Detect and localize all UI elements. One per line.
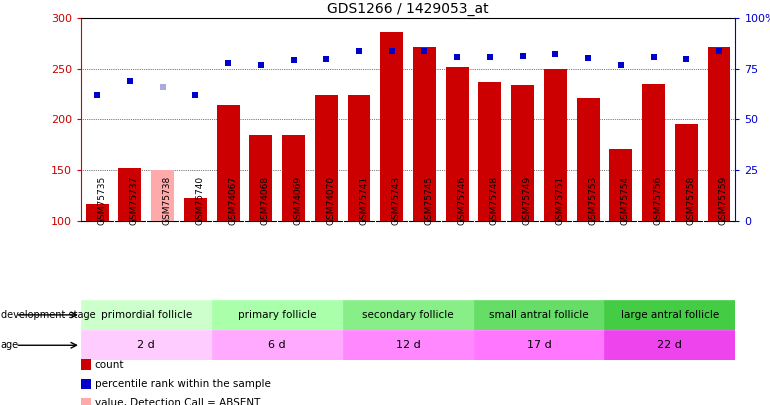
Bar	[511, 85, 534, 221]
Bar	[151, 170, 174, 221]
Text: GSM75741: GSM75741	[359, 175, 368, 225]
Text: GSM75751: GSM75751	[555, 175, 564, 225]
Bar	[315, 95, 338, 221]
Bar	[347, 95, 370, 221]
Text: GSM75753: GSM75753	[588, 175, 597, 225]
Text: GSM75738: GSM75738	[162, 175, 172, 225]
Text: GSM74069: GSM74069	[293, 175, 303, 225]
Text: GSM75759: GSM75759	[719, 175, 728, 225]
Bar	[343, 300, 474, 330]
Bar	[119, 168, 142, 221]
Bar	[85, 203, 109, 221]
Bar	[212, 300, 343, 330]
Text: GSM75735: GSM75735	[97, 175, 106, 225]
Bar	[478, 82, 501, 221]
Text: count: count	[95, 360, 124, 369]
Text: small antral follicle: small antral follicle	[489, 310, 589, 320]
Text: GSM74070: GSM74070	[326, 175, 335, 225]
Bar	[212, 330, 343, 360]
Bar	[184, 198, 207, 221]
Bar	[380, 32, 403, 221]
Text: value, Detection Call = ABSENT: value, Detection Call = ABSENT	[95, 399, 260, 405]
Text: GSM75745: GSM75745	[424, 175, 434, 225]
Bar	[609, 149, 632, 221]
Bar	[474, 300, 604, 330]
Text: 17 d: 17 d	[527, 340, 551, 350]
Text: GSM75749: GSM75749	[523, 175, 531, 225]
Text: GSM75758: GSM75758	[686, 175, 695, 225]
Text: GSM75754: GSM75754	[621, 175, 630, 225]
Text: GSM75740: GSM75740	[196, 175, 204, 225]
Bar	[675, 124, 698, 221]
Text: large antral follicle: large antral follicle	[621, 310, 719, 320]
Text: GSM74068: GSM74068	[261, 175, 270, 225]
Text: percentile rank within the sample: percentile rank within the sample	[95, 379, 270, 389]
Text: GSM75748: GSM75748	[490, 175, 499, 225]
Bar	[604, 330, 735, 360]
Bar	[474, 330, 604, 360]
Bar	[577, 98, 600, 221]
Bar	[343, 330, 474, 360]
Text: GSM75737: GSM75737	[130, 175, 139, 225]
Text: primary follicle: primary follicle	[238, 310, 316, 320]
Text: secondary follicle: secondary follicle	[363, 310, 454, 320]
Title: GDS1266 / 1429053_at: GDS1266 / 1429053_at	[327, 2, 489, 16]
Text: age: age	[1, 340, 19, 350]
Bar	[249, 134, 273, 221]
Bar	[81, 330, 212, 360]
Text: GSM75746: GSM75746	[457, 175, 466, 225]
Text: 12 d: 12 d	[396, 340, 420, 350]
Text: GSM75743: GSM75743	[392, 175, 400, 225]
Text: 2 d: 2 d	[137, 340, 156, 350]
Text: 6 d: 6 d	[269, 340, 286, 350]
Text: primordial follicle: primordial follicle	[101, 310, 192, 320]
Text: GSM74067: GSM74067	[228, 175, 237, 225]
Text: 22 d: 22 d	[658, 340, 682, 350]
Bar	[446, 67, 469, 221]
Bar	[544, 69, 567, 221]
Bar	[642, 84, 665, 221]
Text: GSM75756: GSM75756	[654, 175, 662, 225]
Bar	[708, 47, 731, 221]
Text: development stage: development stage	[1, 310, 95, 320]
Bar	[604, 300, 735, 330]
Bar	[81, 300, 212, 330]
Bar	[216, 105, 239, 221]
Bar	[413, 47, 436, 221]
Bar	[282, 134, 305, 221]
